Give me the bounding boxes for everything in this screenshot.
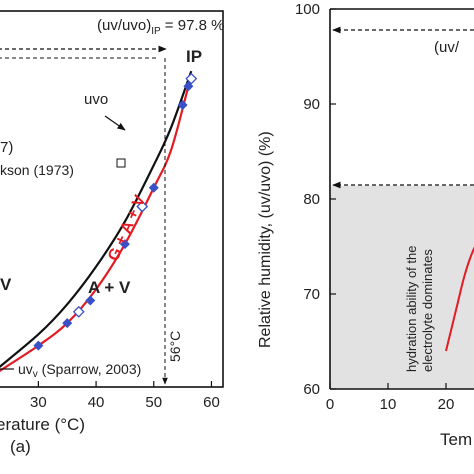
data-point-filled <box>62 318 73 329</box>
region-a-v-label: A + V <box>88 278 131 297</box>
temp-56-marker-label: 56°C <box>167 331 183 362</box>
left-curves <box>0 70 193 372</box>
right-ratio-fragment: (uv/ <box>434 39 460 56</box>
right-xlabel: Tem <box>440 430 472 449</box>
right-y-tick-label: 80 <box>303 191 320 208</box>
ratio-ip-label: (uv/uvo)IP = 97.8 % <box>97 17 224 37</box>
left-data-points <box>33 72 198 351</box>
left-x-tick-label: 40 <box>88 394 105 411</box>
ip-label: IP <box>186 47 202 66</box>
ref-fragment-2: kson (1973) <box>0 162 74 178</box>
uvo-pointer <box>104 115 126 131</box>
left-x-tick-label: 30 <box>30 394 47 411</box>
shaded-text-line2: electrolyte dominates <box>420 249 435 372</box>
shaded-region <box>330 185 474 389</box>
right-x-tick-label: 10 <box>380 396 397 413</box>
uv-legend-text: uvv (Sparrow, 2003) <box>18 361 141 380</box>
region-v-label: V <box>0 275 12 294</box>
shaded-text-line1: hydration ability of the <box>404 246 419 372</box>
right-humidity-curve <box>445 246 474 352</box>
data-point-filled <box>33 340 44 351</box>
left-axis-ticks: 30 40 50 60 <box>30 381 220 411</box>
right-x-tick-label: 0 <box>326 396 334 413</box>
uvo-label: uvo <box>84 91 108 108</box>
right-y-tick-label: 60 <box>303 381 320 398</box>
right-y-tick-label: 90 <box>303 96 320 113</box>
left-plot-frame <box>0 10 224 388</box>
ref-open-square <box>116 158 126 168</box>
data-point-filled <box>177 100 188 110</box>
left-xlabel: erature (°C) <box>0 415 85 434</box>
right-x-tick-label: 20 <box>438 396 455 413</box>
right-y-tick-label: 70 <box>303 286 320 303</box>
right-axis-ticks: 60 70 80 90 100 0 10 20 <box>295 1 454 413</box>
data-point-open <box>185 72 198 85</box>
ref-fragment-1: 7) <box>0 139 13 156</box>
data-point-open <box>136 200 149 213</box>
data-point-filled <box>85 295 96 306</box>
left-chart: 30 40 50 60 (uv/uvo)IP = 97.8 % IP uvo 7) k… <box>0 10 224 456</box>
right-ylabel: Relative humidity, (uv/uvo) (%) <box>257 131 274 348</box>
data-point-open <box>72 305 85 318</box>
right-y-tick-label: 100 <box>295 1 320 18</box>
data-point-filled <box>148 182 159 193</box>
left-x-tick-label: 60 <box>203 394 220 411</box>
right-chart: 60 70 80 90 100 0 10 20 (uv/ hydration ability … <box>257 1 474 449</box>
left-x-tick-label: 50 <box>145 394 162 411</box>
uv-curve <box>0 85 190 372</box>
region-g-a-v-label: G + A + V <box>105 193 149 264</box>
data-point-filled <box>119 239 130 250</box>
panel-label-a: (a) <box>10 437 31 456</box>
uvo-curve <box>0 70 193 368</box>
